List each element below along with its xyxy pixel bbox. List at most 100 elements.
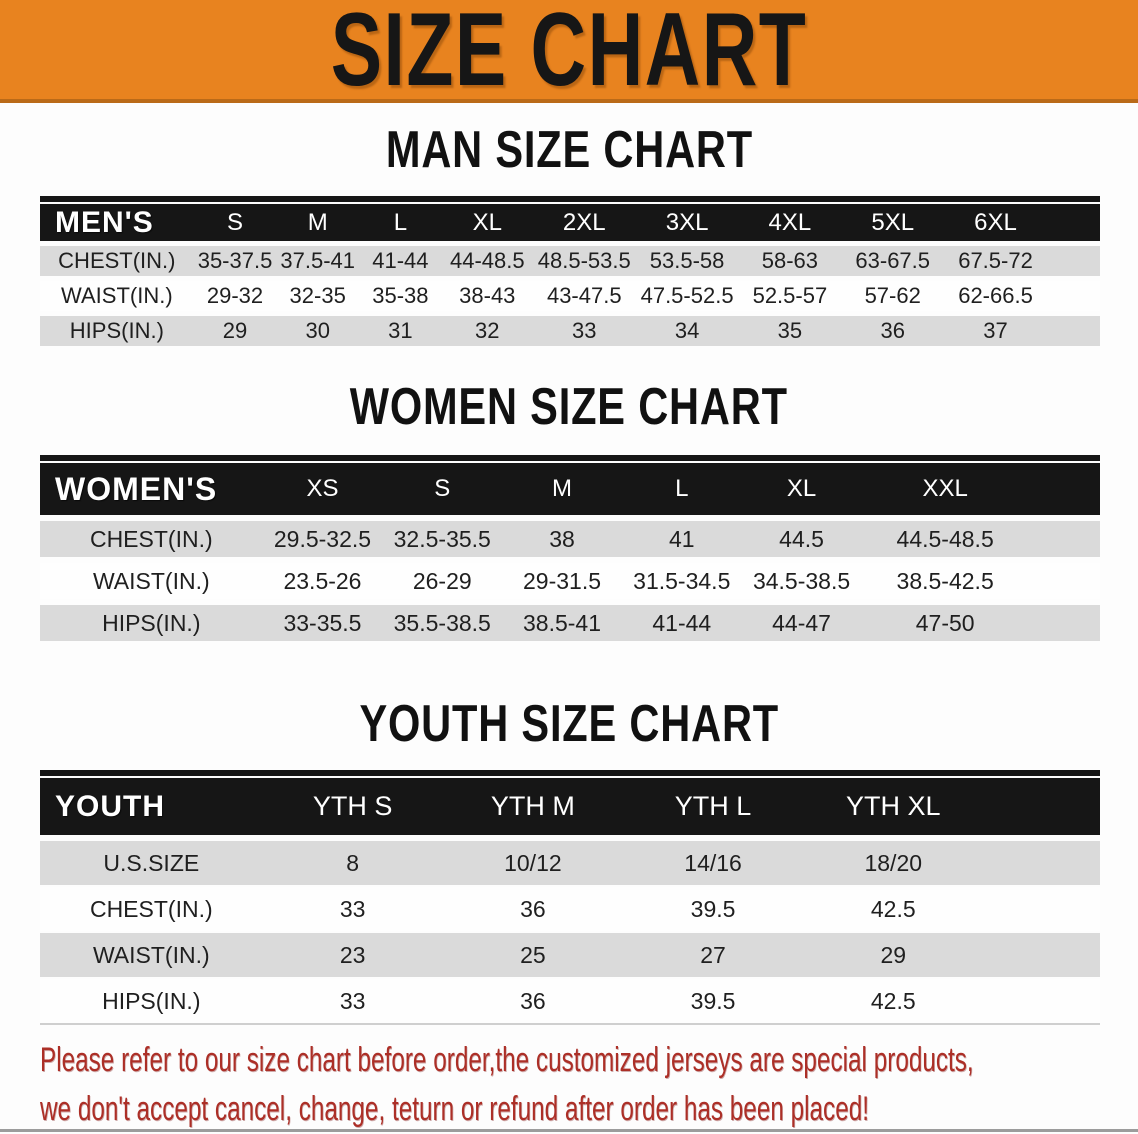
- youth-section-heading-text: YOUTH SIZE CHART: [359, 695, 779, 753]
- cell-value: 18/20: [864, 849, 923, 876]
- table-top-border: [40, 196, 1100, 202]
- table-row: CHEST(IN.) 35-37.5 37.5-41 41-44 44-48.5 48.5…: [40, 246, 1100, 276]
- cell-value: 62-66.5: [958, 283, 1033, 308]
- cell-value: 36: [520, 987, 546, 1014]
- cell-value: 36: [520, 895, 546, 922]
- cell-value: 63-67.5: [855, 248, 931, 273]
- row-label: HIPS(IN.): [102, 609, 201, 636]
- table-header-label: MEN'S: [55, 205, 154, 239]
- cell-value: 44.5-48.5: [896, 525, 994, 552]
- row-label: WAIST(IN.): [92, 941, 210, 968]
- bottom-edge-line: [0, 1129, 1138, 1132]
- cell-value: 29.5-32.5: [273, 525, 372, 552]
- table-row: HIPS(IN.) 29 30 31 32 33 34 35 36 37: [40, 316, 1100, 346]
- table-header-col: YTH L: [674, 791, 752, 821]
- cell-value: 32.5-35.5: [393, 525, 491, 552]
- table-row: U.S.SIZE 8 10/12 14/16 18/20: [40, 841, 1100, 885]
- table-row: HIPS(IN.) 33 36 39.5 42.5: [40, 979, 1100, 1023]
- disclaimer-line-2: we don't accept cancel, change, teturn o…: [40, 1090, 870, 1128]
- cell-value: 57-62: [864, 283, 921, 308]
- table-header-col: L: [675, 475, 689, 502]
- cell-value: 34: [674, 318, 700, 343]
- table-header-col: 2XL: [562, 208, 606, 236]
- women-section-heading-text: WOMEN SIZE CHART: [349, 378, 789, 436]
- cell-value: 44-48.5: [449, 248, 525, 273]
- cell-value: 38.5-41: [523, 609, 602, 636]
- cell-value: 38-43: [459, 283, 516, 308]
- table-header-col: XS: [306, 475, 339, 502]
- cell-value: 31.5-34.5: [633, 567, 731, 594]
- cell-value: 29-31.5: [523, 567, 602, 594]
- cell-value: 33-35.5: [283, 609, 362, 636]
- disclaimer-note: Please refer to our size chart before or…: [40, 1036, 1100, 1134]
- table-header-col: 6XL: [974, 208, 1017, 236]
- cell-value: 23: [339, 941, 366, 968]
- table-row: HIPS(IN.) 33-35.5 35.5-38.5 38.5-41 41-44 44-…: [40, 605, 1100, 641]
- table-row: WAIST(IN.) 23 25 27 29: [40, 933, 1100, 977]
- cell-value: 33: [339, 987, 366, 1014]
- cell-value: 32-35: [289, 283, 346, 308]
- cell-value: 29-32: [206, 283, 264, 308]
- table-row: CHEST(IN.) 33 36 39.5 42.5: [40, 887, 1100, 931]
- cell-value: 44.5: [779, 525, 824, 552]
- cell-value: 35: [777, 318, 803, 343]
- cell-value: 41-44: [652, 609, 712, 636]
- cell-value: 41: [668, 525, 695, 552]
- cell-value: 8: [346, 849, 360, 876]
- cell-value: 38.5-42.5: [896, 567, 994, 594]
- cell-value: 39.5: [690, 895, 736, 922]
- cell-value: 37.5-41: [280, 248, 355, 273]
- banner-title: SIZE CHART: [330, 0, 808, 108]
- cell-value: 33: [572, 318, 597, 343]
- cell-value: 23.5-26: [283, 567, 362, 594]
- cell-value: 31: [388, 318, 413, 343]
- cell-value: 35-38: [372, 283, 429, 308]
- size-chart-banner: SIZE CHART: [0, 0, 1138, 103]
- table-header-col: XL: [472, 208, 502, 236]
- cell-value: 27: [700, 941, 726, 968]
- cell-value: 14/16: [684, 849, 742, 876]
- table-header-col: XL: [786, 475, 817, 502]
- cell-value: 42.5: [870, 987, 916, 1014]
- cell-value: 47.5-52.5: [640, 283, 734, 308]
- row-label: CHEST(IN.): [89, 525, 213, 552]
- table-header-col: L: [393, 208, 408, 236]
- table-top-border: [40, 455, 1100, 461]
- cell-value: 58-63: [761, 248, 819, 273]
- cell-value: 41-44: [372, 248, 429, 273]
- youth-size-table: YOUTH YTH S YTH M YTH L YTH XL U.S.SIZE 8 10/12…: [40, 770, 1100, 1025]
- table-header-col: S: [227, 208, 244, 236]
- cell-value: 52.5-57: [752, 283, 828, 308]
- table-row: WAIST(IN.) 23.5-26 26-29 29-31.5 31.5-34.5 34…: [40, 563, 1100, 599]
- table-header-col: 4XL: [768, 208, 812, 236]
- cell-value: 29: [880, 941, 907, 968]
- table-header-col: 5XL: [871, 208, 915, 236]
- table-header-col: YTH M: [490, 791, 575, 821]
- table-row: WAIST(IN.) 29-32 32-35 35-38 38-43 43-47.5 47.…: [40, 281, 1100, 311]
- table-header-row: YOUTH YTH S YTH M YTH L YTH XL: [40, 778, 1100, 835]
- table-header-row: MEN'S S M L XL 2XL 3XL 4XL 5XL 6XL: [40, 204, 1100, 241]
- cell-value: 47-50: [915, 609, 975, 636]
- women-size-table: WOMEN'S XS S M L XL XXL CHEST(IN.) 29.5-32.5 32.5…: [40, 455, 1100, 641]
- women-section-heading: WOMEN SIZE CHART: [0, 381, 1138, 433]
- cell-value: 35-37.5: [197, 248, 273, 273]
- table-header-label: WOMEN'S: [55, 470, 218, 507]
- table-header-col: 3XL: [665, 208, 709, 236]
- cell-value: 35.5-38.5: [393, 609, 491, 636]
- cell-value: 36: [880, 318, 905, 343]
- row-label: CHEST(IN.): [89, 895, 213, 922]
- cell-value: 42.5: [870, 895, 916, 922]
- cell-value: 33: [339, 895, 366, 922]
- cell-value: 48.5-53.5: [537, 248, 631, 273]
- cell-value: 29: [222, 318, 248, 343]
- table-header-col: YTH S: [312, 791, 393, 821]
- men-section-heading-text: MAN SIZE CHART: [385, 121, 753, 179]
- men-section-heading: MAN SIZE CHART: [0, 124, 1138, 176]
- cell-value: 39.5: [690, 987, 736, 1014]
- row-label: HIPS(IN.): [102, 987, 201, 1014]
- row-label: CHEST(IN.): [58, 248, 176, 273]
- table-header-col: M: [552, 475, 572, 502]
- row-label: WAIST(IN.): [92, 567, 210, 594]
- cell-value: 44-47: [772, 609, 831, 636]
- table-header-col: M: [307, 208, 328, 236]
